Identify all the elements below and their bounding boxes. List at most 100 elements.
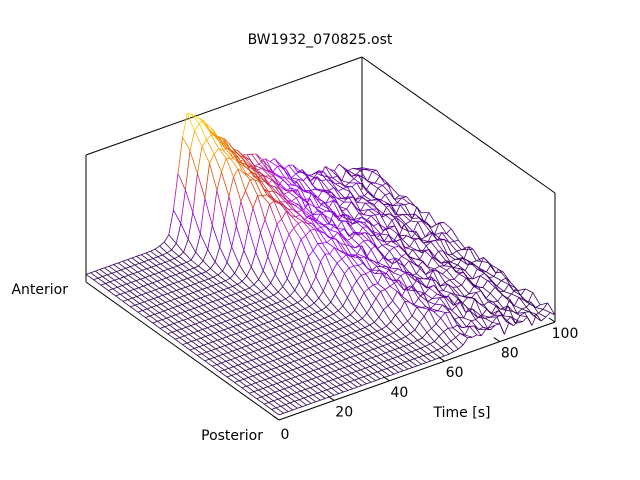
mesh-line-y (145, 292, 154, 299)
mesh-line-y (276, 343, 285, 350)
mesh-line-y (282, 332, 291, 339)
mesh-line-x (182, 278, 188, 281)
mesh-line-x (209, 332, 215, 336)
mesh-line-y (180, 223, 189, 240)
mesh-line-x (399, 345, 405, 349)
mesh-line-x (238, 298, 244, 301)
mesh-line-y (358, 212, 367, 222)
mesh-line-y (266, 170, 275, 177)
mesh-line-y (376, 355, 385, 362)
mesh-line-y (281, 316, 290, 324)
mesh-line-y (404, 204, 413, 219)
mesh-line-y (388, 359, 397, 366)
mesh-line-x (107, 272, 112, 276)
mesh-line-x (316, 375, 322, 378)
mesh-line-y (319, 319, 328, 326)
mesh-line-y (457, 298, 466, 313)
mesh-line-y (312, 184, 321, 192)
mesh-line-y (269, 377, 278, 384)
mesh-line-y (217, 139, 226, 149)
mesh-line-x (347, 348, 353, 351)
mesh-line-y (375, 298, 384, 311)
mesh-line-y (520, 295, 529, 304)
mesh-line-x (402, 353, 407, 356)
mesh-line-x (345, 244, 351, 247)
mesh-line-x (420, 345, 426, 349)
mesh-line-y (422, 221, 431, 232)
mesh-line-y (270, 393, 279, 400)
mesh-line-y (392, 259, 400, 264)
mesh-line-y (261, 168, 270, 177)
mesh-line-x (284, 177, 290, 179)
mesh-line-x (353, 362, 359, 365)
mesh-line-y (290, 313, 299, 320)
mesh-line-x (278, 332, 284, 336)
mesh-line-y (205, 271, 214, 278)
mesh-line-y (167, 333, 176, 340)
mesh-line-y (496, 316, 505, 335)
mesh-line-x (464, 326, 470, 336)
mesh-line-y (212, 129, 221, 141)
mesh-line-y (203, 280, 212, 287)
mesh-line-y (286, 395, 295, 402)
mesh-line-y (271, 369, 279, 376)
chart-title: BW1932_070825.ost (248, 32, 393, 48)
mesh-line-y (395, 214, 404, 216)
mesh-line-y (325, 333, 334, 340)
mesh-line-y (278, 374, 287, 381)
mesh-line-y (254, 165, 262, 169)
mesh-line-y (238, 380, 247, 387)
mesh-line-x (132, 296, 138, 299)
mesh-line-x (213, 274, 219, 278)
mesh-line-x (521, 306, 527, 310)
mesh-line-x (383, 269, 390, 277)
mesh-line-y (362, 227, 371, 236)
mesh-line-x (247, 359, 252, 363)
mesh-line-y (338, 163, 347, 170)
mesh-line-y (274, 351, 283, 358)
mesh-line-y (352, 221, 360, 225)
mesh-line-y (514, 305, 522, 310)
mesh-line-y (385, 352, 394, 359)
mesh-line-x (172, 330, 178, 333)
mesh-line-x (394, 195, 400, 200)
mesh-line-x (157, 294, 163, 298)
mesh-line-y (488, 301, 497, 307)
mesh-line-x (265, 158, 271, 163)
mesh-line-x (400, 272, 406, 277)
mesh-line-x (312, 312, 318, 315)
mesh-line-x (269, 376, 275, 379)
mesh-line-x (157, 319, 163, 322)
mesh-line-y (238, 161, 247, 165)
mesh-line-x (321, 306, 327, 311)
mesh-line-x (426, 328, 432, 333)
mesh-line-x (364, 324, 370, 328)
mesh-line-y (272, 190, 281, 203)
mesh-line-y (144, 277, 153, 284)
mesh-line-y (336, 321, 345, 328)
mesh-line-y (333, 247, 343, 260)
mesh-line-x (427, 351, 433, 355)
mesh-line-y (357, 253, 365, 258)
mesh-line-y (359, 353, 368, 360)
mesh-line-y (419, 322, 428, 333)
mesh-line-x (363, 239, 369, 242)
mesh-line-x (242, 296, 248, 300)
mesh-line-y (344, 342, 353, 349)
mesh-line-y (413, 304, 422, 308)
mesh-line-y (331, 238, 340, 251)
mesh-line-x (404, 360, 410, 363)
mesh-line-y (456, 250, 465, 259)
mesh-line-x (462, 257, 468, 265)
mesh-line-y (318, 220, 327, 227)
y-axis-label-posterior: Posterior (201, 428, 263, 444)
mesh-line-y (428, 212, 437, 225)
mesh-line-x (153, 256, 158, 259)
mesh-line-y (262, 270, 271, 284)
mesh-line-x (189, 130, 195, 151)
mesh-line-x (171, 243, 177, 251)
mesh-line-y (447, 283, 456, 295)
mesh-line-y (321, 180, 330, 191)
mesh-line-y (327, 365, 336, 372)
mesh-line-x (132, 271, 138, 275)
